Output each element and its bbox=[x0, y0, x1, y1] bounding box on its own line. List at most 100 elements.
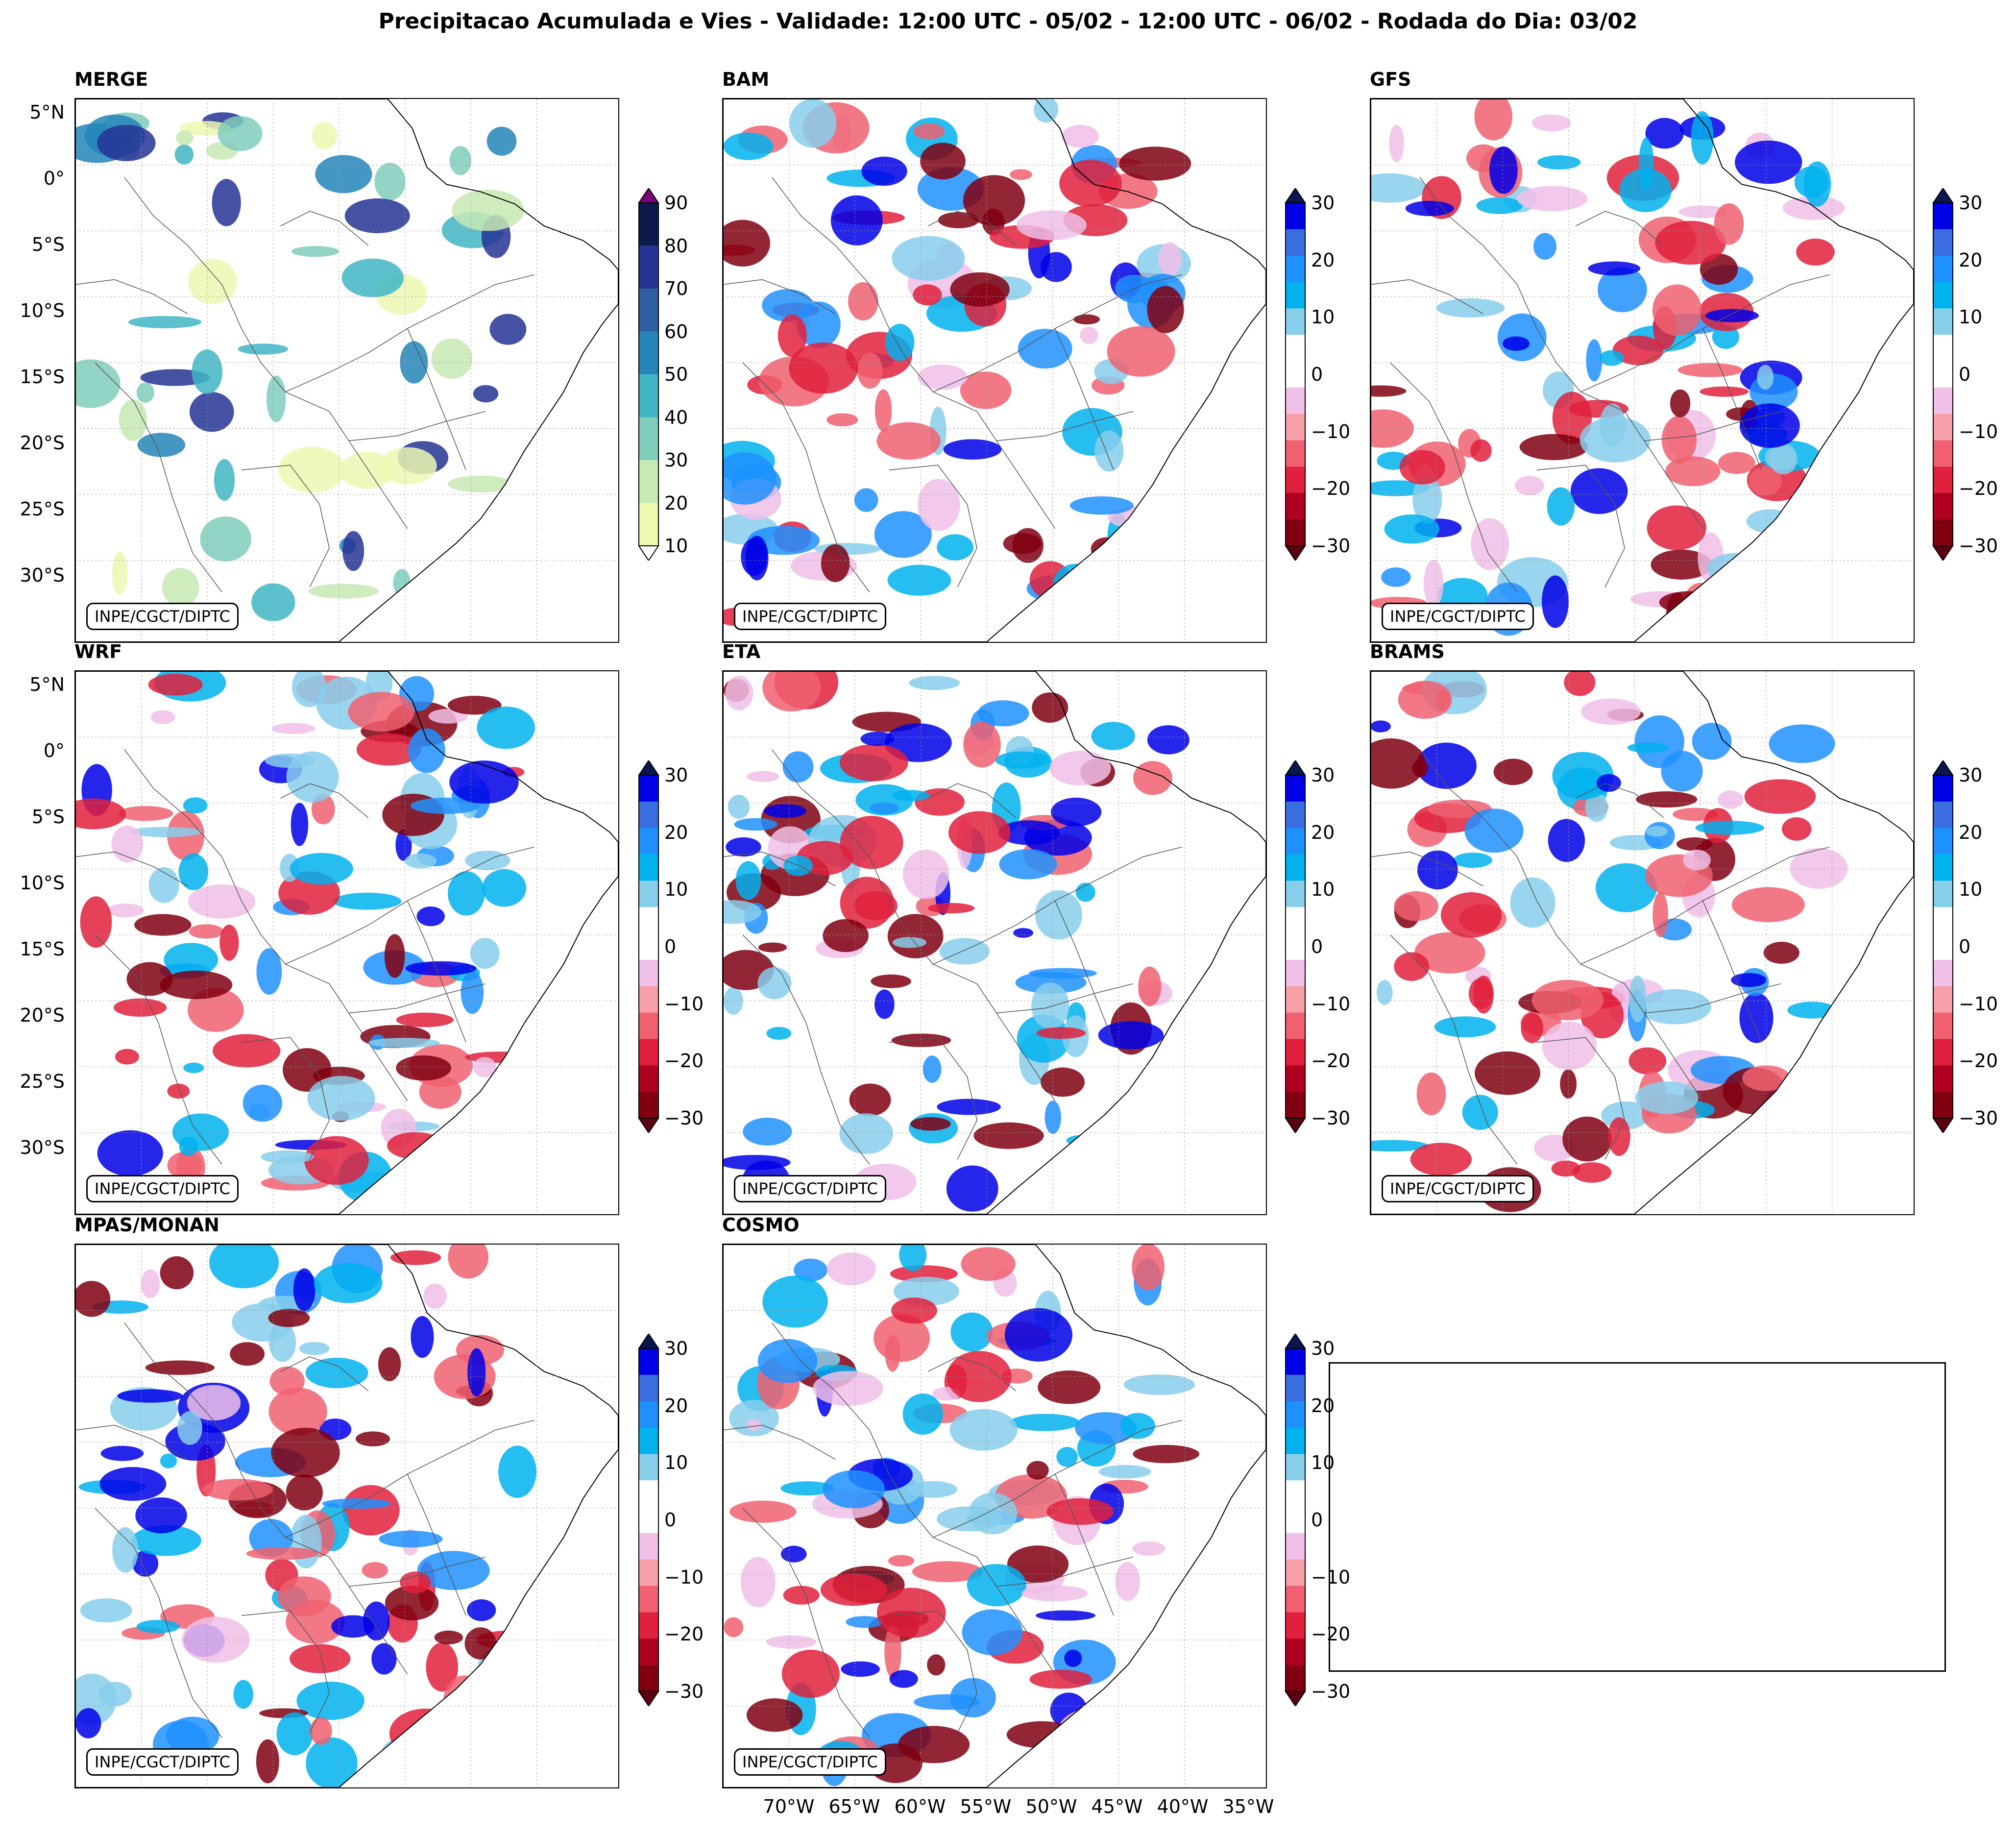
colorbar-swatches bbox=[1285, 1334, 1306, 1706]
panel-title-eta: ETA bbox=[722, 641, 761, 662]
colorbar-bias: 30 20 10 0 −10 −20 −30 bbox=[1928, 760, 2007, 1133]
colorbar-tick-label: −30 bbox=[1959, 1107, 1998, 1129]
colorbar-swatches bbox=[638, 760, 659, 1133]
colorbar-tick-label: 10 bbox=[664, 535, 688, 557]
map-panel-brams: INPE/CGCT/DIPTC bbox=[1370, 670, 1915, 1215]
colorbar-tick-label: 50 bbox=[664, 364, 688, 385]
colorbar-tick-label: 10 bbox=[664, 879, 688, 901]
colorbar-tick-label: 20 bbox=[664, 1394, 688, 1417]
lat-label: 25°S bbox=[20, 498, 65, 520]
lat-label: 10°S bbox=[20, 300, 65, 321]
colorbar-tick-label: 10 bbox=[1959, 306, 1983, 328]
colorbar-tick-label: 10 bbox=[664, 1452, 688, 1474]
colorbar-tick-label: 30 bbox=[1959, 764, 1983, 786]
empty-axes bbox=[1329, 1362, 1946, 1672]
colorbar-tick-label: 30 bbox=[1311, 192, 1335, 214]
colorbar-tick-label: −30 bbox=[1959, 535, 1998, 557]
lat-label: 0° bbox=[43, 168, 65, 189]
colorbar-tick-label: 0 bbox=[664, 936, 677, 957]
colorbar-precip: 90 80 70 60 50 40 30 20 10 bbox=[634, 188, 712, 561]
panel-title-mpas-monan: MPAS/MONAN bbox=[74, 1214, 219, 1236]
colorbar-tick-label: −10 bbox=[1959, 420, 1998, 442]
colorbar-tick-label: −20 bbox=[664, 1623, 704, 1645]
colorbar-tick-label: −10 bbox=[664, 1566, 704, 1588]
map-canvas bbox=[723, 671, 1266, 1214]
lat-label: 0° bbox=[43, 740, 65, 761]
panel-title-bam: BAM bbox=[722, 69, 770, 90]
lat-label: 30°S bbox=[20, 564, 65, 586]
colorbar-bias: 30 20 10 0 −10 −20 −30 bbox=[634, 760, 712, 1133]
map-panel-mpas-monan: INPE/CGCT/DIPTC bbox=[74, 1244, 619, 1788]
colorbar-tick-label: 30 bbox=[1311, 1338, 1335, 1359]
colorbar-tick-label: 80 bbox=[664, 235, 688, 257]
map-canvas bbox=[75, 99, 618, 642]
colorbar-tick-label: 20 bbox=[1959, 821, 1983, 843]
map-canvas bbox=[75, 1245, 618, 1787]
colorbar-swatches bbox=[638, 188, 659, 561]
map-panel-gfs: INPE/CGCT/DIPTC bbox=[1370, 98, 1915, 643]
panel-title-brams: BRAMS bbox=[1370, 641, 1445, 662]
credit-label: INPE/CGCT/DIPTC bbox=[1382, 603, 1534, 630]
colorbar-tick-label: −20 bbox=[1311, 1623, 1351, 1645]
colorbar-tick-label: −20 bbox=[664, 1050, 704, 1072]
colorbar-bias: 30 20 10 0 −10 −20 −30 bbox=[1281, 1334, 1359, 1706]
colorbar-tick-label: 20 bbox=[664, 821, 688, 843]
colorbar-tick-label: 20 bbox=[1311, 249, 1335, 271]
map-canvas bbox=[75, 671, 618, 1214]
colorbar-tick-label: −20 bbox=[1959, 1050, 1998, 1072]
map-canvas bbox=[1371, 671, 1914, 1214]
colorbar-tick-label: 30 bbox=[664, 764, 688, 786]
colorbar-swatches bbox=[1932, 188, 1954, 561]
colorbar-tick-label: 0 bbox=[1311, 936, 1323, 957]
lat-label: 20°S bbox=[20, 432, 65, 454]
map-panel-eta: INPE/CGCT/DIPTC bbox=[722, 670, 1267, 1215]
colorbar-swatches bbox=[1285, 188, 1306, 561]
colorbar-tick-label: −30 bbox=[1311, 535, 1351, 557]
colorbar-tick-label: −30 bbox=[664, 1681, 704, 1702]
credit-label: INPE/CGCT/DIPTC bbox=[86, 603, 239, 630]
colorbar-tick-label: 20 bbox=[1311, 1394, 1335, 1417]
colorbar-tick-label: −20 bbox=[1959, 478, 1998, 500]
lon-label: 50°W bbox=[1025, 1796, 1077, 1817]
lon-label: 70°W bbox=[763, 1796, 815, 1817]
colorbar-bias: 30 20 10 0 −10 −20 −30 bbox=[1281, 188, 1359, 561]
map-canvas bbox=[723, 1245, 1266, 1787]
lat-label: 5°N bbox=[29, 101, 65, 123]
map-canvas bbox=[723, 99, 1266, 642]
lat-label: 5°S bbox=[31, 234, 65, 255]
colorbar-swatches bbox=[1285, 760, 1306, 1133]
colorbar-bias: 30 20 10 0 −10 −20 −30 bbox=[1281, 760, 1359, 1133]
colorbar-tick-label: 40 bbox=[664, 406, 688, 428]
map-panel-wrf: INPE/CGCT/DIPTC bbox=[74, 670, 619, 1215]
credit-label: INPE/CGCT/DIPTC bbox=[86, 1175, 239, 1202]
panel-title-wrf: WRF bbox=[74, 641, 122, 662]
main-title: Precipitacao Acumulada e Vies - Validade… bbox=[378, 9, 1638, 34]
colorbar-tick-label: −10 bbox=[1311, 420, 1351, 442]
colorbar-tick-label: 20 bbox=[664, 492, 688, 514]
lon-label: 40°W bbox=[1157, 1796, 1209, 1817]
colorbar-swatches bbox=[638, 1334, 659, 1706]
lon-label: 55°W bbox=[960, 1796, 1012, 1817]
colorbar-swatches bbox=[1932, 760, 1954, 1133]
colorbar-tick-label: 30 bbox=[1959, 192, 1983, 214]
colorbar-tick-label: −10 bbox=[1311, 1566, 1351, 1588]
panel-title-cosmo: COSMO bbox=[722, 1214, 800, 1236]
lon-label: 60°W bbox=[894, 1796, 946, 1817]
lon-label: 45°W bbox=[1091, 1796, 1143, 1817]
map-panel-cosmo: INPE/CGCT/DIPTC bbox=[722, 1244, 1267, 1788]
colorbar-tick-label: 60 bbox=[664, 320, 688, 342]
colorbar-tick-label: 10 bbox=[1311, 306, 1335, 328]
colorbar-tick-label: −10 bbox=[1959, 993, 1998, 1015]
map-canvas bbox=[1371, 99, 1914, 642]
credit-label: INPE/CGCT/DIPTC bbox=[734, 603, 886, 630]
credit-label: INPE/CGCT/DIPTC bbox=[86, 1748, 239, 1776]
colorbar-tick-label: 20 bbox=[1959, 249, 1983, 271]
colorbar-tick-label: 70 bbox=[664, 278, 688, 299]
lat-label: 5°S bbox=[31, 806, 65, 828]
colorbar-tick-label: 0 bbox=[1959, 364, 1971, 385]
colorbar-tick-label: 0 bbox=[664, 1509, 677, 1531]
map-panel-bam: INPE/CGCT/DIPTC bbox=[722, 98, 1267, 643]
colorbar-tick-label: −30 bbox=[1311, 1681, 1351, 1702]
colorbar-tick-label: −10 bbox=[1311, 993, 1351, 1015]
lon-label: 65°W bbox=[828, 1796, 880, 1817]
